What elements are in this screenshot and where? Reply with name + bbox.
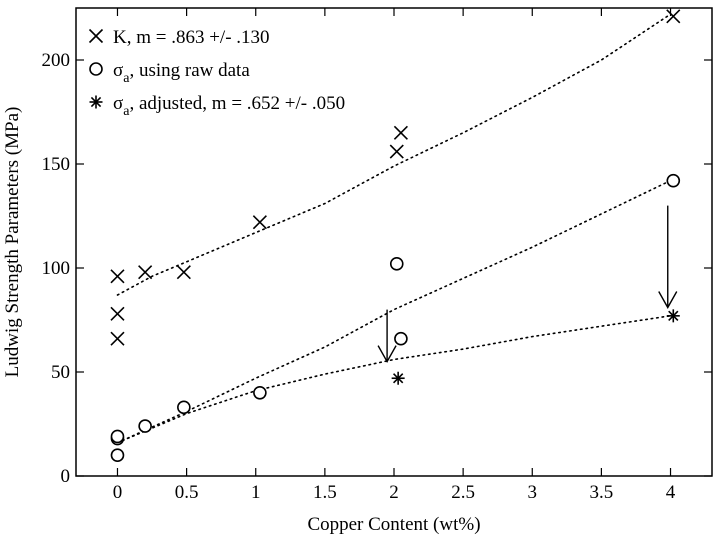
legend-label: σa, adjusted, m = .652 +/- .050	[113, 93, 345, 119]
marker-layer	[110, 9, 681, 463]
annotation-layer	[377, 205, 678, 364]
legend-label-text: , adjusted, m = .652 +/- .050	[129, 93, 345, 114]
legend-subscript: a	[123, 104, 130, 119]
legend-item: σa, using raw data	[89, 60, 250, 86]
legend-subscript: a	[123, 71, 130, 86]
x-tick-label: 1	[251, 482, 261, 503]
x-tick-label: 0	[113, 482, 123, 503]
legend-label-text: , using raw data	[129, 60, 250, 81]
legend-label: K, m = .863 +/- .130	[113, 27, 270, 48]
legend-label-text: K, m = .863 +/- .130	[113, 27, 270, 48]
legend-item: σa, adjusted, m = .652 +/- .050	[89, 93, 345, 119]
data-point-series-2	[110, 429, 125, 444]
y-axis-label: Ludwig Strength Parameters (MPa)	[2, 107, 23, 378]
data-point-series-1	[389, 144, 404, 159]
data-point-series-1	[393, 125, 408, 140]
legend-marker	[89, 62, 103, 76]
y-tick-label: 150	[42, 154, 71, 175]
x-tick-label: 3.5	[590, 482, 614, 503]
data-point-series-1	[110, 306, 125, 321]
y-tick-label: 200	[42, 50, 71, 71]
x-tick-label: 0.5	[175, 482, 199, 503]
data-point-series-2	[389, 257, 404, 271]
y-tick-label: 100	[42, 258, 71, 279]
x-tick-label: 3	[528, 482, 538, 503]
data-point-series-2	[138, 419, 152, 433]
trend-line-series-2	[116, 179, 672, 444]
data-point-series-3	[666, 309, 680, 323]
data-point-series-1	[252, 215, 267, 230]
data-point-series-1	[110, 331, 125, 346]
data-point-series-1	[138, 265, 153, 280]
legend-label: σa, using raw data	[113, 60, 250, 86]
x-tick-label: 4	[666, 482, 676, 503]
data-point-series-3	[391, 371, 405, 385]
tick-layer: 0 0.5 1 1.5 2 2.5 3 3.5 4 0 50 100 150 200	[42, 8, 712, 503]
trend-layer	[116, 13, 672, 444]
x-tick-label: 1.5	[313, 482, 337, 503]
y-tick-label: 50	[51, 362, 70, 383]
y-tick-label: 0	[61, 466, 71, 487]
adjustment-arrow	[377, 309, 397, 364]
data-point-series-2	[394, 331, 408, 346]
data-point-series-2	[110, 448, 125, 463]
trend-line-series-3	[116, 314, 672, 444]
x-tick-label: 2.5	[451, 482, 475, 503]
data-point-series-1	[110, 269, 125, 284]
data-point-series-1	[176, 265, 191, 280]
legend-item: K, m = .863 +/- .130	[88, 27, 270, 48]
data-point-series-2	[666, 173, 681, 188]
legend-marker	[88, 28, 104, 44]
adjustment-arrow	[658, 205, 678, 309]
data-point-series-2	[177, 400, 191, 415]
legend-marker	[89, 95, 103, 109]
x-axis-label: Copper Content (wt%)	[307, 514, 480, 535]
trend-line-series-1	[116, 13, 672, 296]
legend-sigma: σ	[113, 93, 123, 114]
data-point-series-2	[253, 385, 267, 400]
x-tick-label: 2	[389, 482, 399, 503]
legend-sigma: σ	[113, 60, 123, 81]
data-point-series-1	[666, 9, 681, 24]
